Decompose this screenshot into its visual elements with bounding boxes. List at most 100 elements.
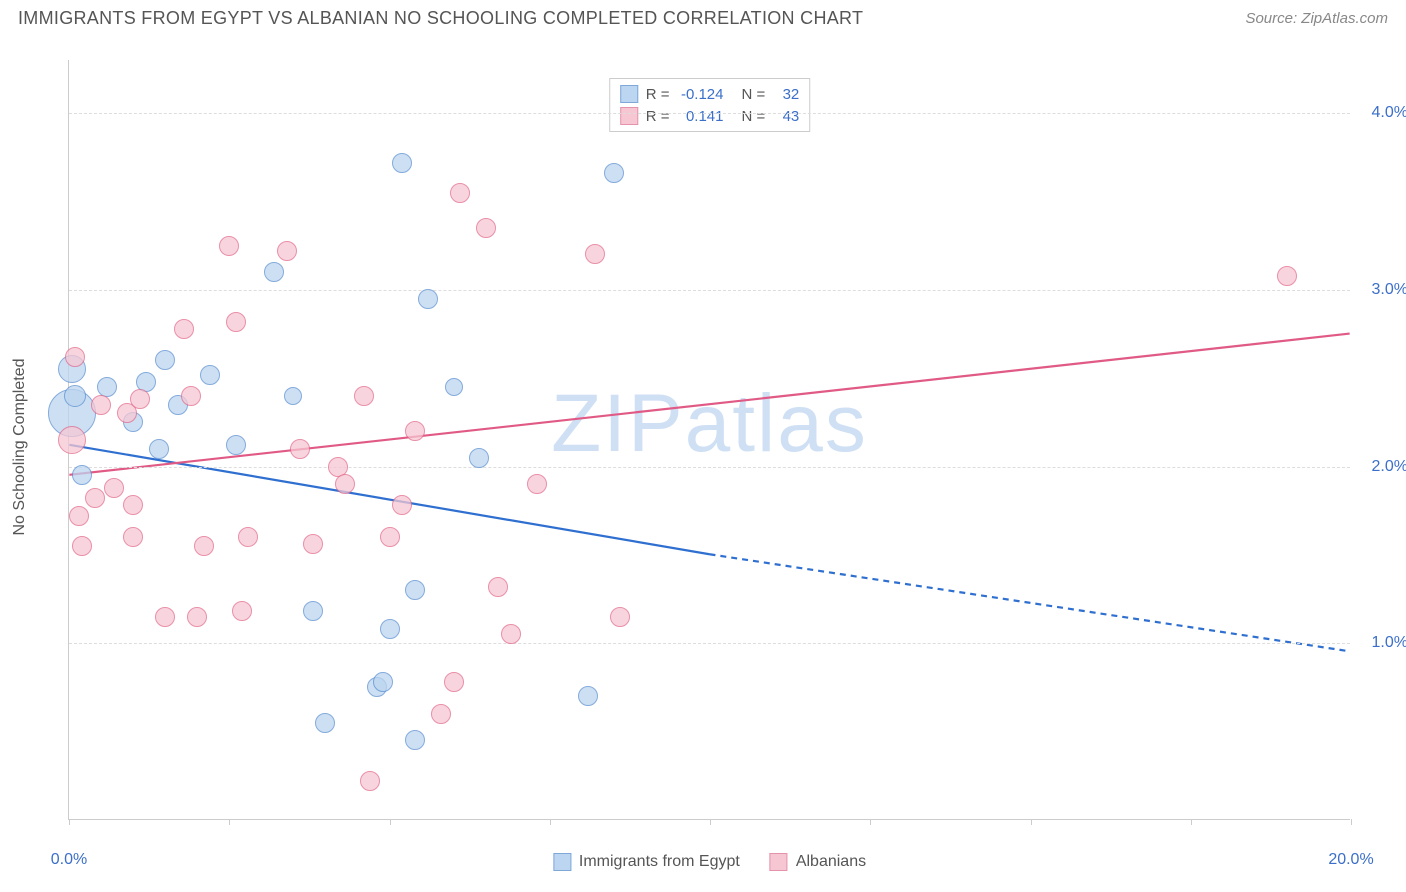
data-point xyxy=(232,601,252,621)
data-point xyxy=(155,350,175,370)
data-point xyxy=(445,378,463,396)
r-label: R = xyxy=(646,108,670,125)
n-value: 43 xyxy=(773,108,799,125)
trend-lines xyxy=(69,60,1350,819)
data-point xyxy=(238,527,258,547)
data-point xyxy=(219,236,239,256)
data-point xyxy=(200,365,220,385)
data-point xyxy=(277,241,297,261)
x-tick xyxy=(1351,819,1352,825)
data-point xyxy=(373,672,393,692)
grid-line xyxy=(69,113,1350,114)
data-point xyxy=(284,387,302,405)
data-point xyxy=(64,385,86,407)
n-label: N = xyxy=(742,108,766,125)
data-point xyxy=(303,601,323,621)
x-tick xyxy=(69,819,70,825)
n-label: N = xyxy=(742,86,766,103)
data-point xyxy=(405,580,425,600)
data-point xyxy=(405,421,425,441)
data-point xyxy=(431,704,451,724)
data-point xyxy=(469,448,489,468)
data-point xyxy=(226,435,246,455)
legend-row: R = 0.141 N = 43 xyxy=(620,105,800,127)
data-point xyxy=(604,163,624,183)
data-point xyxy=(264,262,284,282)
data-point xyxy=(405,730,425,750)
data-point xyxy=(104,478,124,498)
data-point xyxy=(149,439,169,459)
r-label: R = xyxy=(646,86,670,103)
data-point xyxy=(392,495,412,515)
data-point xyxy=(85,488,105,508)
data-point xyxy=(123,527,143,547)
r-value: 0.141 xyxy=(678,108,724,125)
legend-swatch xyxy=(553,853,571,871)
data-point xyxy=(194,536,214,556)
data-point xyxy=(488,577,508,597)
data-point xyxy=(380,527,400,547)
legend-correlation: R = -0.124 N = 32 R = 0.141 N = 43 xyxy=(609,78,811,132)
data-point xyxy=(130,389,150,409)
data-point xyxy=(450,183,470,203)
grid-line xyxy=(69,290,1350,291)
legend-swatch xyxy=(620,85,638,103)
x-tick xyxy=(229,819,230,825)
x-tick xyxy=(870,819,871,825)
chart-header: IMMIGRANTS FROM EGYPT VS ALBANIAN NO SCH… xyxy=(0,0,1406,33)
legend-swatch xyxy=(770,853,788,871)
data-point xyxy=(380,619,400,639)
data-point xyxy=(444,672,464,692)
data-point xyxy=(527,474,547,494)
legend-item: Albanians xyxy=(770,853,866,871)
data-point xyxy=(91,395,111,415)
x-tick xyxy=(1191,819,1192,825)
data-point xyxy=(418,289,438,309)
plot-area: ZIPatlas R =-0.124N =32R =0.141N =43 Imm… xyxy=(68,60,1350,820)
grid-line xyxy=(69,643,1350,644)
data-point xyxy=(610,607,630,627)
legend-series: Immigrants from Egypt Albanians xyxy=(553,853,866,871)
data-point xyxy=(354,386,374,406)
data-point xyxy=(476,218,496,238)
data-point xyxy=(174,319,194,339)
data-point xyxy=(69,506,89,526)
y-tick-label: 3.0% xyxy=(1358,281,1406,299)
y-axis-label: No Schooling Completed xyxy=(11,359,29,536)
data-point xyxy=(123,495,143,515)
data-point xyxy=(187,607,207,627)
legend-label: Immigrants from Egypt xyxy=(579,853,740,871)
x-tick xyxy=(390,819,391,825)
x-tick xyxy=(1031,819,1032,825)
data-point xyxy=(72,536,92,556)
data-point xyxy=(72,465,92,485)
y-tick-label: 4.0% xyxy=(1358,104,1406,122)
x-tick-label: 0.0% xyxy=(51,851,87,869)
data-point xyxy=(290,439,310,459)
y-tick-label: 2.0% xyxy=(1358,458,1406,476)
n-value: 32 xyxy=(773,86,799,103)
data-point xyxy=(501,624,521,644)
r-value: -0.124 xyxy=(678,86,724,103)
x-tick xyxy=(550,819,551,825)
x-tick-label: 20.0% xyxy=(1328,851,1373,869)
data-point xyxy=(392,153,412,173)
data-point xyxy=(226,312,246,332)
chart-container: No Schooling Completed ZIPatlas R =-0.12… xyxy=(50,42,1390,852)
legend-row: R = -0.124 N = 32 xyxy=(620,83,800,105)
data-point xyxy=(181,386,201,406)
legend-label: Albanians xyxy=(796,853,866,871)
legend-swatch xyxy=(620,107,638,125)
watermark: ZIPatlas xyxy=(551,377,868,471)
data-point xyxy=(335,474,355,494)
legend-item: Immigrants from Egypt xyxy=(553,853,740,871)
data-point xyxy=(1277,266,1297,286)
data-point xyxy=(155,607,175,627)
data-point xyxy=(585,244,605,264)
data-point xyxy=(360,771,380,791)
grid-line xyxy=(69,467,1350,468)
chart-source: Source: ZipAtlas.com xyxy=(1245,10,1388,27)
y-tick-label: 1.0% xyxy=(1358,634,1406,652)
data-point xyxy=(303,534,323,554)
data-point xyxy=(58,426,86,454)
